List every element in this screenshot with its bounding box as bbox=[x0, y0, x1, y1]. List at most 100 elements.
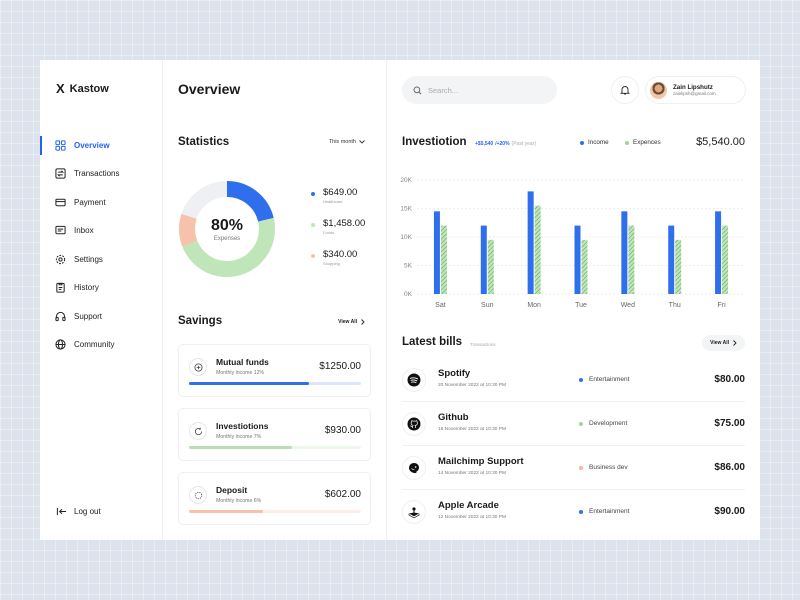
bar-expences-tue bbox=[581, 239, 588, 294]
arcade-icon bbox=[402, 500, 426, 524]
savings-view-all-link[interactable]: View All bbox=[338, 319, 365, 325]
bills-view-all-button[interactable]: View All bbox=[702, 335, 745, 351]
brand-name: Kastow bbox=[69, 82, 109, 95]
savings-progress-track bbox=[189, 510, 361, 513]
investiotion-change: +$5,540 /+20% (Past year) bbox=[475, 141, 536, 147]
spotify-icon bbox=[402, 368, 426, 392]
search-input[interactable] bbox=[428, 85, 538, 95]
bar-expences-mon bbox=[534, 205, 541, 294]
sidebar-item-transactions[interactable]: Transactions bbox=[40, 160, 162, 189]
bar-expences-wed bbox=[628, 225, 635, 294]
dashboard-window: X Kastow Overview Transactions Payment I… bbox=[40, 60, 760, 540]
user-email: zainlipsh@gmail.com bbox=[673, 91, 716, 96]
bar-expences-fri bbox=[722, 225, 729, 294]
legend-dot bbox=[311, 223, 315, 227]
investiotion-total: $5,540.00 bbox=[696, 136, 745, 148]
bill-row-spotify[interactable]: Spotify 20 November 2022 at 10:30 PM Ent… bbox=[402, 358, 745, 402]
loader-icon bbox=[189, 486, 207, 504]
bar-expences-sun bbox=[487, 239, 494, 294]
brand[interactable]: X Kastow bbox=[56, 81, 109, 96]
x-tick-label: Sat bbox=[435, 302, 446, 309]
savings-progress-fill bbox=[189, 446, 293, 449]
inbox-icon bbox=[55, 225, 66, 236]
brand-logo: X bbox=[56, 81, 65, 96]
sidebar-item-inbox[interactable]: Inbox bbox=[40, 217, 162, 246]
bill-row-apple-arcade[interactable]: Apple Arcade 12 November 2022 at 10:30 P… bbox=[402, 490, 745, 534]
legend-amount: $649.00 bbox=[323, 187, 358, 198]
legend-dot bbox=[625, 140, 629, 145]
bill-row-github[interactable]: Github 18 November 2022 at 10:30 PM Deve… bbox=[402, 402, 745, 446]
expenses-percent: 80% bbox=[210, 216, 244, 234]
category-dot bbox=[579, 465, 583, 470]
sidebar-item-label: Transactions bbox=[74, 169, 120, 179]
sidebar-item-history[interactable]: History bbox=[40, 274, 162, 303]
savings-name: Deposit bbox=[216, 485, 248, 495]
main-panel: Zain Lipshutz zainlipsh@gmail.com Invest… bbox=[387, 60, 760, 540]
sidebar-item-overview[interactable]: Overview bbox=[40, 131, 162, 160]
change-percent: /+20% bbox=[495, 141, 510, 147]
savings-subtitle: Monthly income 12% bbox=[216, 370, 265, 376]
savings-card-mutual-funds[interactable]: Mutual funds Monthly income 12% $1250.00 bbox=[178, 344, 371, 397]
refresh-icon bbox=[189, 422, 207, 440]
plus-circle-icon bbox=[189, 358, 207, 376]
x-tick-label: Sun bbox=[481, 302, 494, 309]
change-amount: +$5,540 bbox=[475, 141, 494, 147]
savings-progress-track bbox=[189, 382, 361, 385]
sidebar-item-label: History bbox=[74, 283, 99, 293]
savings-title: Savings bbox=[178, 315, 223, 327]
bills-subtitle: Transactions bbox=[470, 342, 496, 347]
bar-income-sun bbox=[480, 225, 487, 294]
category-dot bbox=[579, 509, 583, 514]
user-name: Zain Lipshutz bbox=[673, 84, 713, 91]
legend-dot bbox=[311, 254, 315, 258]
bar-expences-thu bbox=[675, 239, 682, 294]
legend-expences: Expences bbox=[625, 139, 661, 146]
bills-title: Latest bills bbox=[402, 336, 463, 348]
bill-date: 20 November 2022 at 10:30 PM bbox=[438, 383, 506, 388]
sidebar-item-support[interactable]: Support bbox=[40, 302, 162, 331]
legend-amount: $340.00 bbox=[323, 249, 358, 260]
category-label: Business dev bbox=[589, 464, 628, 471]
logout-label: Log out bbox=[74, 507, 101, 516]
donut-segment-healthcare bbox=[179, 181, 275, 277]
sidebar-item-label: Overview bbox=[74, 140, 110, 150]
bar-expences-sat bbox=[440, 225, 447, 294]
x-tick-label: Fri bbox=[717, 302, 726, 309]
legend-label: Income bbox=[588, 139, 609, 146]
savings-progress-fill bbox=[189, 382, 310, 385]
card-icon bbox=[55, 197, 66, 208]
sidebar-nav: Overview Transactions Payment Inbox Sett… bbox=[40, 131, 162, 359]
sidebar-item-community[interactable]: Community bbox=[40, 331, 162, 360]
notifications-button[interactable] bbox=[611, 76, 639, 104]
x-tick-label: Thu bbox=[669, 302, 681, 309]
bill-category: Entertainment bbox=[579, 376, 629, 383]
sidebar-item-payment[interactable]: Payment bbox=[40, 188, 162, 217]
sidebar-item-label: Payment bbox=[74, 197, 106, 207]
x-tick-label: Tue bbox=[575, 302, 587, 309]
logout-button[interactable]: Log out bbox=[56, 506, 101, 517]
sidebar-item-settings[interactable]: Settings bbox=[40, 245, 162, 274]
transfer-icon bbox=[55, 168, 66, 179]
view-all-label: View All bbox=[338, 319, 357, 325]
search-bar[interactable] bbox=[402, 76, 557, 104]
category-label: Development bbox=[589, 420, 628, 427]
savings-card-deposit[interactable]: Deposit Monthly income 6% $602.00 bbox=[178, 472, 371, 525]
legend-label: Expences bbox=[633, 139, 661, 146]
bill-date: 14 November 2022 at 10:30 PM bbox=[438, 471, 506, 476]
savings-name: Investiotions bbox=[216, 421, 269, 431]
donut-segment-foods bbox=[179, 181, 275, 277]
user-profile-button[interactable]: Zain Lipshutz zainlipsh@gmail.com bbox=[645, 76, 746, 104]
stat-legend-healthcare: $649.00 Healthcare bbox=[311, 187, 357, 204]
period-dropdown[interactable]: This month bbox=[329, 139, 365, 145]
clipboard-icon bbox=[55, 282, 66, 293]
sidebar-item-label: Community bbox=[74, 340, 115, 350]
bill-category: Entertainment bbox=[579, 508, 629, 515]
bar-income-thu bbox=[668, 225, 675, 294]
bill-name: Spotify bbox=[438, 368, 471, 379]
category-dot bbox=[579, 421, 583, 426]
bill-row-mailchimp[interactable]: Mailchimp Support 14 November 2022 at 10… bbox=[402, 446, 745, 490]
period-value: This month bbox=[328, 139, 356, 145]
category-dot bbox=[579, 377, 583, 382]
change-period: (Past year) bbox=[511, 141, 536, 147]
savings-card-investiotions[interactable]: Investiotions Monthly income 7% $930.00 bbox=[178, 408, 371, 461]
